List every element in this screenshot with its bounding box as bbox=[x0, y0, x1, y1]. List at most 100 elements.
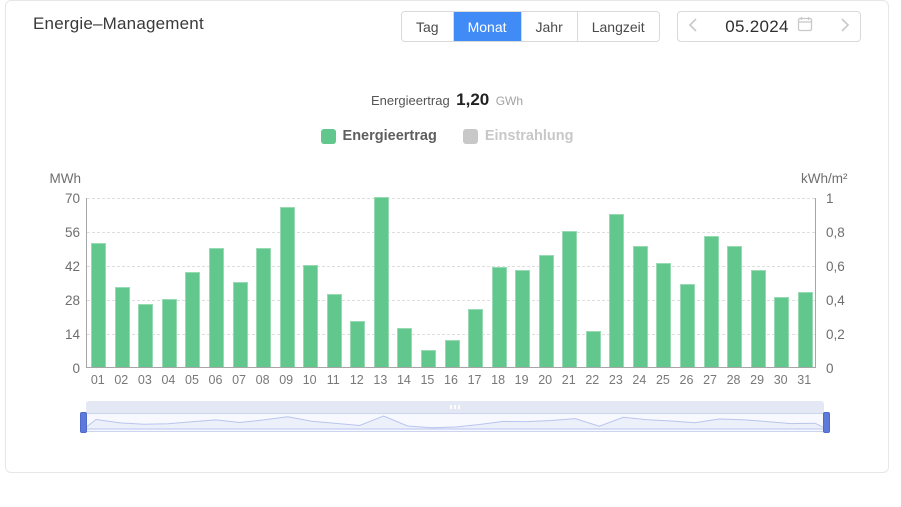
datazoom-right-handle[interactable] bbox=[823, 412, 830, 433]
x-label-day-20: 20 bbox=[538, 373, 553, 387]
bar-day-15[interactable] bbox=[420, 350, 436, 367]
right-axis-unit: kWh/m² bbox=[801, 171, 848, 186]
chevron-right-icon bbox=[840, 17, 850, 36]
bar-day-17[interactable] bbox=[468, 308, 484, 367]
bar-day-04[interactable] bbox=[161, 299, 177, 367]
legend-item-energieertrag[interactable]: Energieertrag bbox=[320, 128, 437, 144]
x-label-day-13: 13 bbox=[373, 373, 388, 387]
bar-day-13[interactable] bbox=[373, 197, 389, 367]
bar-day-02[interactable] bbox=[114, 286, 130, 367]
calendar-icon[interactable] bbox=[797, 16, 813, 37]
x-label-day-29: 29 bbox=[750, 373, 765, 387]
x-label-day-01: 01 bbox=[90, 373, 105, 387]
tab-langzeit[interactable]: Langzeit bbox=[577, 12, 659, 41]
gridline bbox=[87, 334, 815, 335]
chevron-left-icon bbox=[688, 17, 698, 36]
bar-day-22[interactable] bbox=[585, 330, 601, 367]
next-period-button[interactable] bbox=[830, 12, 860, 41]
bar-day-29[interactable] bbox=[750, 269, 766, 367]
gridline bbox=[87, 266, 815, 267]
bar-day-30[interactable] bbox=[774, 296, 790, 367]
gridline bbox=[87, 232, 815, 233]
right-tick: 0,4 bbox=[826, 293, 845, 308]
x-label-day-22: 22 bbox=[585, 373, 600, 387]
x-label-day-30: 30 bbox=[773, 373, 788, 387]
energieertrag-swatch-icon bbox=[320, 128, 336, 144]
bar-day-24[interactable] bbox=[632, 245, 648, 367]
datazoom-strip[interactable] bbox=[86, 401, 824, 413]
left-axis-unit: MWh bbox=[49, 171, 82, 186]
datazoom-slider[interactable] bbox=[82, 413, 828, 432]
chart-legend: Energieertrag Einstrahlung bbox=[6, 128, 888, 144]
x-label-day-18: 18 bbox=[491, 373, 506, 387]
bar-day-16[interactable] bbox=[444, 340, 460, 367]
bar-day-18[interactable] bbox=[491, 267, 507, 367]
legend-label: Energieertrag bbox=[342, 128, 437, 144]
bar-day-05[interactable] bbox=[185, 272, 201, 367]
summary-unit: GWh bbox=[495, 94, 524, 108]
bar-day-14[interactable] bbox=[397, 328, 413, 367]
x-label-day-14: 14 bbox=[396, 373, 411, 387]
bar-day-23[interactable] bbox=[609, 214, 625, 367]
x-label-day-16: 16 bbox=[444, 373, 458, 387]
left-tick: 28 bbox=[64, 293, 80, 308]
tab-monat[interactable]: Monat bbox=[453, 12, 522, 41]
right-tick: 0,6 bbox=[826, 259, 845, 274]
x-label-day-27: 27 bbox=[703, 373, 717, 387]
x-label-day-09: 09 bbox=[279, 373, 294, 387]
bar-day-09[interactable] bbox=[279, 206, 295, 367]
right-tick: 1 bbox=[826, 191, 834, 206]
datazoom-grip-icon[interactable] bbox=[450, 405, 460, 409]
bar-day-21[interactable] bbox=[562, 231, 578, 367]
summary-line: Energieertrag 1,20 GWh bbox=[6, 90, 888, 110]
datazoom-left-handle[interactable] bbox=[80, 412, 87, 433]
selected-period[interactable]: 05.2024 bbox=[725, 16, 789, 36]
legend-label: Einstrahlung bbox=[484, 128, 574, 144]
gridline bbox=[87, 300, 815, 301]
x-label-day-10: 10 bbox=[302, 373, 317, 387]
bar-day-19[interactable] bbox=[515, 269, 531, 367]
bar-day-27[interactable] bbox=[703, 235, 719, 367]
x-label-day-08: 08 bbox=[255, 373, 270, 387]
bar-day-07[interactable] bbox=[232, 282, 248, 367]
bar-day-20[interactable] bbox=[538, 255, 554, 367]
summary-value: 1,20 bbox=[456, 90, 490, 109]
bar-day-11[interactable] bbox=[326, 294, 342, 367]
left-tick: 14 bbox=[64, 327, 80, 342]
bar-day-28[interactable] bbox=[727, 245, 743, 367]
previous-period-button[interactable] bbox=[678, 12, 708, 41]
x-label-day-03: 03 bbox=[137, 373, 152, 387]
x-label-day-04: 04 bbox=[161, 373, 176, 387]
datazoom-overview-wave bbox=[82, 415, 828, 430]
energy-management-card: Energie–Management Tag Monat Jahr Langze… bbox=[5, 0, 889, 473]
bar-day-31[interactable] bbox=[797, 291, 813, 367]
x-label-day-23: 23 bbox=[608, 373, 623, 387]
left-tick: 70 bbox=[64, 191, 80, 206]
x-label-day-17: 17 bbox=[467, 373, 482, 387]
bar-day-10[interactable] bbox=[303, 265, 319, 367]
bar-day-12[interactable] bbox=[350, 320, 366, 367]
bar-day-25[interactable] bbox=[656, 262, 672, 367]
x-label-day-25: 25 bbox=[655, 373, 670, 387]
tab-tag[interactable]: Tag bbox=[402, 12, 454, 41]
legend-item-einstrahlung[interactable]: Einstrahlung bbox=[462, 128, 574, 144]
summary-label: Energieertrag bbox=[370, 93, 450, 108]
left-tick: 0 bbox=[72, 361, 80, 376]
left-tick: 56 bbox=[64, 225, 80, 240]
bar-day-03[interactable] bbox=[138, 303, 154, 367]
x-label-day-21: 21 bbox=[561, 373, 576, 387]
date-navigator: 05.2024 bbox=[677, 11, 861, 42]
bar-day-26[interactable] bbox=[679, 284, 695, 367]
gridline bbox=[87, 198, 815, 199]
right-tick: 0,2 bbox=[826, 327, 845, 342]
tab-jahr[interactable]: Jahr bbox=[521, 12, 578, 41]
x-label-day-07: 07 bbox=[232, 373, 246, 387]
bar-day-08[interactable] bbox=[256, 248, 272, 367]
bar-day-01[interactable] bbox=[91, 243, 107, 367]
x-label-day-05: 05 bbox=[185, 373, 199, 387]
bar-chart-plot-area bbox=[86, 197, 816, 368]
x-label-day-19: 19 bbox=[514, 373, 529, 387]
bar-day-06[interactable] bbox=[209, 248, 225, 367]
x-label-day-02: 02 bbox=[114, 373, 129, 387]
right-tick: 0,8 bbox=[826, 225, 845, 240]
